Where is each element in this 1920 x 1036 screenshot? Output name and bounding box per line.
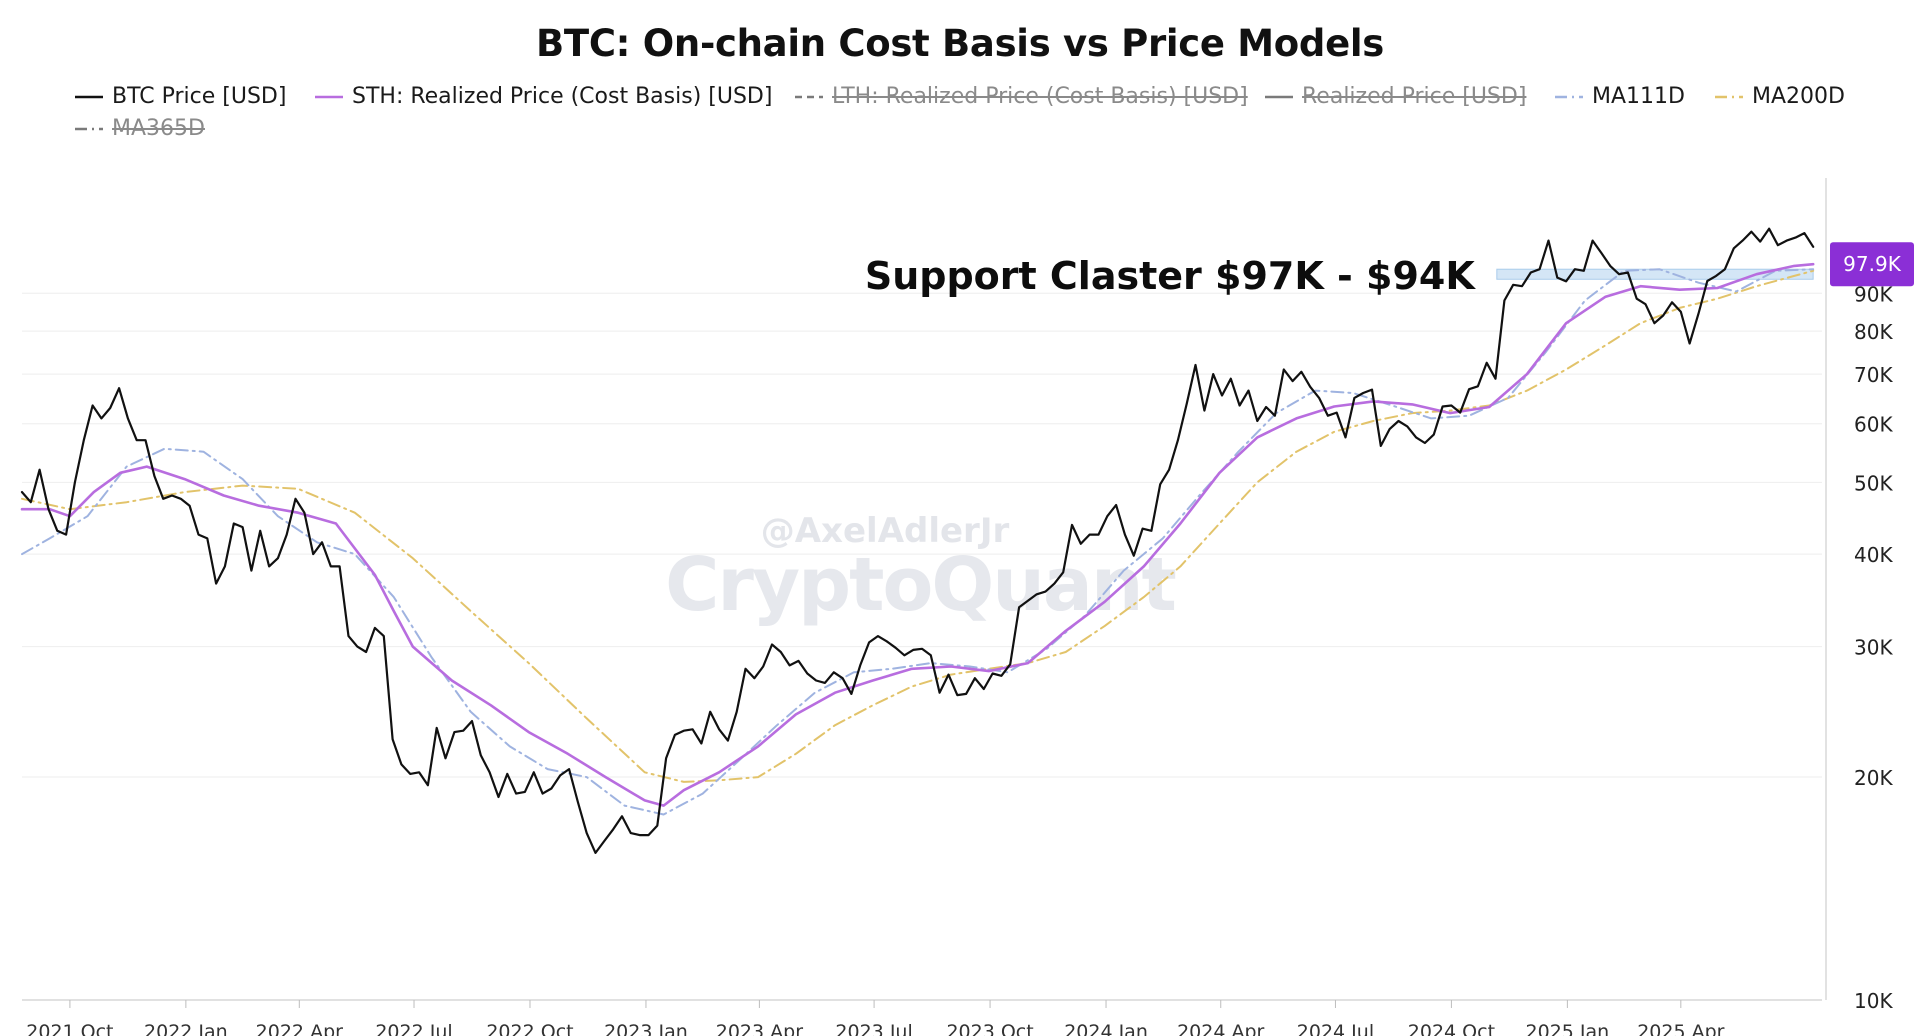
x-tick-label: 2025 Jan (1526, 1021, 1610, 1036)
legend-item-lth-realized-price-cost-basis-usd[interactable]: LTH: Realized Price (Cost Basis) [USD] (794, 84, 1248, 109)
x-tick-label: 2023 Oct (946, 1021, 1033, 1036)
legend-swatch-icon (794, 90, 824, 104)
y-tick-label: 30K (1854, 636, 1893, 660)
x-tick-label: 2023 Jul (835, 1021, 912, 1036)
x-tick-label: 2021 Oct (26, 1021, 113, 1036)
chart-title: BTC: On-chain Cost Basis vs Price Models (535, 22, 1384, 65)
y-tick-label: 70K (1854, 363, 1893, 387)
legend-swatch-icon (314, 90, 344, 104)
support-cluster-annotation: Support Claster $97K - $94K (865, 254, 1476, 298)
series-layer (20, 227, 1815, 854)
y-tick-label: 50K (1854, 471, 1893, 495)
y-tick-label: 90K (1854, 282, 1893, 306)
last-value-badge (1830, 242, 1914, 287)
x-tick-label: 2025 Apr (1637, 1021, 1724, 1036)
series-line-ma111d (21, 268, 1815, 816)
y-tick-label: 40K (1854, 543, 1893, 567)
legend-label: LTH: Realized Price (Cost Basis) [USD] (832, 84, 1248, 109)
x-tick-label: 2023 Apr (716, 1021, 803, 1036)
legend-label: MA365D (112, 116, 205, 141)
axis-layer: 10K 20K 30K 40K 50K 60K 70K 80K 90K 2021 Oct 2022 … (22, 178, 1893, 1036)
grid-layer (22, 292, 1822, 778)
legend-item-ma365d[interactable]: MA365D (74, 116, 205, 141)
support-band-layer (1496, 268, 1814, 280)
y-tick-label: 80K (1854, 320, 1893, 344)
legend-label: Realized Price [USD] (1302, 84, 1527, 109)
legend-swatch-icon (1264, 90, 1294, 104)
legend-label: MA200D (1752, 84, 1845, 109)
legend-swatch-icon (1554, 90, 1584, 104)
legend-item-sth-realized-price-cost-basis-usd[interactable]: STH: Realized Price (Cost Basis) [USD] (314, 84, 772, 109)
support-cluster-band (1496, 268, 1814, 280)
legend-item-ma200d[interactable]: MA200D (1714, 84, 1845, 109)
legend-item-realized-price-usd[interactable]: Realized Price [USD] (1264, 84, 1526, 109)
series-line-btc-price-usd (20, 227, 1815, 854)
x-tick-label: 2022 Jul (375, 1021, 452, 1036)
legend-item-ma111d[interactable]: MA111D (1554, 84, 1685, 109)
x-tick-label: 2024 Oct (1408, 1021, 1495, 1036)
watermark-logo: CryptoQuant (665, 542, 1175, 628)
legend-item-btc-price-usd[interactable]: BTC Price [USD] (74, 84, 286, 109)
x-tick-label: 2022 Oct (486, 1021, 573, 1036)
last-value-badge-label: 97.9K (1843, 252, 1902, 276)
annotation-layer: Support Claster $97K - $94K 97.9K (865, 242, 1914, 298)
legend-swatch-icon (74, 90, 104, 104)
x-tick-label: 2024 Apr (1177, 1021, 1264, 1036)
x-tick-label: 2023 Jan (604, 1021, 688, 1036)
legend-swatch-icon (74, 122, 104, 136)
legend-swatch-icon (1714, 90, 1744, 104)
x-tick-label: 2024 Jul (1297, 1021, 1374, 1036)
legend-label: BTC Price [USD] (112, 84, 287, 109)
legend-label: MA111D (1592, 84, 1685, 109)
x-tick-label: 2022 Apr (256, 1021, 343, 1036)
legend-label: STH: Realized Price (Cost Basis) [USD] (352, 84, 773, 109)
x-tick-label: 2024 Jan (1064, 1021, 1148, 1036)
y-tick-label: 60K (1854, 413, 1893, 437)
watermark-handle: @AxelAdlerJr (761, 511, 1010, 551)
series-line-ma200d (21, 269, 1815, 783)
y-tick-label: 10K (1854, 989, 1893, 1013)
x-tick-label: 2022 Jan (144, 1021, 228, 1036)
y-tick-label: 20K (1854, 766, 1893, 790)
